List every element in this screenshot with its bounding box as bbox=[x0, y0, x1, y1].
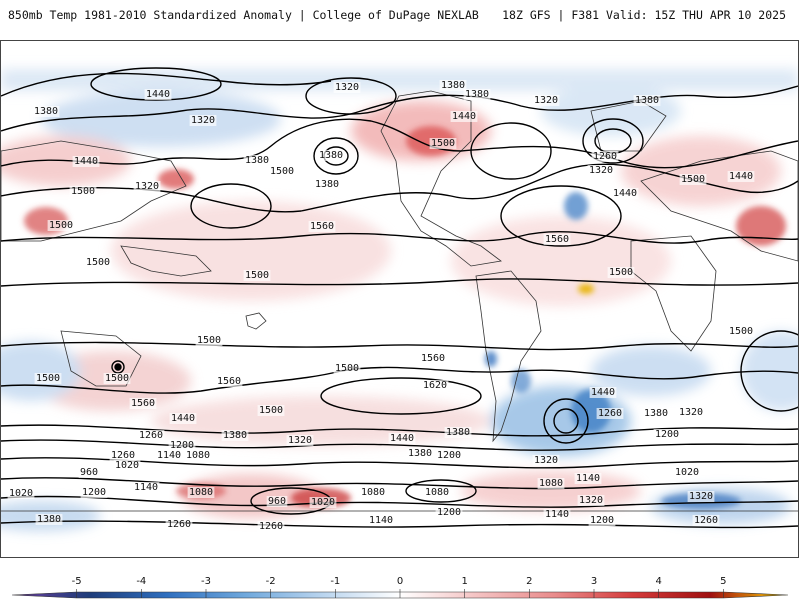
contour-label: 1500 bbox=[71, 186, 95, 197]
contour-label: 1440 bbox=[74, 156, 98, 167]
contour-label: 1500 bbox=[86, 257, 110, 268]
contour-label: 1140 bbox=[545, 509, 569, 520]
contour-label: 1380 bbox=[635, 95, 659, 106]
contour-label: 1380 bbox=[223, 430, 247, 441]
contour-label: 1440 bbox=[591, 387, 615, 398]
contour-label: 1080 bbox=[539, 478, 563, 489]
contour-label: 1560 bbox=[217, 376, 241, 387]
contour-label: 1620 bbox=[423, 380, 447, 391]
contour-label: 1380 bbox=[319, 150, 343, 161]
map-title: 850mb Temp 1981-2010 Standardized Anomal… bbox=[8, 8, 479, 22]
contour-label: 1200 bbox=[437, 507, 461, 518]
contour-label: 1380 bbox=[34, 106, 58, 117]
contour-label: 1500 bbox=[270, 166, 294, 177]
contour-label: 1380 bbox=[441, 80, 465, 91]
contour-label: 1440 bbox=[390, 433, 414, 444]
colorbar-tick-label: -1 bbox=[330, 576, 340, 587]
contour-label: 1020 bbox=[9, 488, 33, 499]
contour-label: 1200 bbox=[437, 450, 461, 461]
contour-label: 1200 bbox=[82, 487, 106, 498]
colorbar-tick-label: 0 bbox=[397, 576, 403, 587]
contour-label: 1140 bbox=[576, 473, 600, 484]
contour-label: 1020 bbox=[675, 467, 699, 478]
contour-label: 1380 bbox=[644, 408, 668, 419]
contour-label: 1320 bbox=[534, 95, 558, 106]
colorbar-tick-label: -4 bbox=[136, 576, 146, 587]
contour-label: 1560 bbox=[310, 221, 334, 232]
contour-label: 960 bbox=[268, 496, 286, 507]
contour-label: 1560 bbox=[131, 398, 155, 409]
colorbar-tick-label: 3 bbox=[591, 576, 597, 587]
contour-label: 1320 bbox=[579, 495, 603, 506]
contour-label: 1260 bbox=[694, 515, 718, 526]
contour-label: 1140 bbox=[157, 450, 181, 461]
colorbar-tick-label: -5 bbox=[72, 576, 82, 587]
colorbar-tick-label: 2 bbox=[526, 576, 532, 587]
contour-label: 1500 bbox=[431, 138, 455, 149]
contour-label: 1560 bbox=[545, 234, 569, 245]
colorbar-tick-label: 1 bbox=[461, 576, 467, 587]
contour-label: 1500 bbox=[245, 270, 269, 281]
contour-label: 1320 bbox=[679, 407, 703, 418]
contour-label: 1500 bbox=[335, 363, 359, 374]
colorbar-tick-label: 4 bbox=[655, 576, 661, 587]
contour-label: 1320 bbox=[335, 82, 359, 93]
contour-label: 1380 bbox=[446, 427, 470, 438]
contour-label: 1440 bbox=[613, 188, 637, 199]
contour-label: 1440 bbox=[146, 89, 170, 100]
contour-label: 1320 bbox=[135, 181, 159, 192]
contour-label: 1380 bbox=[465, 89, 489, 100]
contour-label: 1380 bbox=[315, 179, 339, 190]
contour-label: 1200 bbox=[590, 515, 614, 526]
contour-label: 1320 bbox=[589, 165, 613, 176]
contour-label: 1380 bbox=[37, 514, 61, 525]
contour-label: 1320 bbox=[534, 455, 558, 466]
contour-label: 1020 bbox=[311, 497, 335, 508]
contour-label: 1260 bbox=[167, 519, 191, 530]
contour-label: 1260 bbox=[598, 408, 622, 419]
contour-label: 1140 bbox=[369, 515, 393, 526]
contour-label: 1500 bbox=[609, 267, 633, 278]
contour-label: 1080 bbox=[186, 450, 210, 461]
contour-label-layer: 1440132013801380132013801380144015001380… bbox=[7, 80, 755, 532]
colorbar-tick-label: -2 bbox=[266, 576, 276, 587]
contour-label: 1500 bbox=[681, 174, 705, 185]
contour-label: 1020 bbox=[115, 460, 139, 471]
contour-label: 1080 bbox=[361, 487, 385, 498]
contour-label: 1080 bbox=[425, 487, 449, 498]
anomaly-map: 1440 1320 1380 1380 1320 1380 1380 1440 1500 1380… bbox=[0, 40, 799, 558]
contour-label: 1140 bbox=[134, 482, 158, 493]
contour-label: 1320 bbox=[689, 491, 713, 502]
contour-label: 1200 bbox=[655, 429, 679, 440]
contour-label: 1080 bbox=[189, 487, 213, 498]
contour-label: 1380 bbox=[245, 155, 269, 166]
height-contours bbox=[1, 67, 798, 529]
contour-label: 1500 bbox=[49, 220, 73, 231]
contour-label: 1320 bbox=[191, 115, 215, 126]
contour-label: 1380 bbox=[408, 448, 432, 459]
contour-label: 1260 bbox=[259, 521, 283, 532]
contour-label: 1440 bbox=[452, 111, 476, 122]
contour-label: 1320 bbox=[288, 435, 312, 446]
contour-label: 960 bbox=[80, 467, 98, 478]
contour-label: 1440 bbox=[729, 171, 753, 182]
contour-label: 1440 bbox=[171, 413, 195, 424]
contour-label: 1500 bbox=[36, 373, 60, 384]
contour-label: 1260 bbox=[111, 450, 135, 461]
contour-label: 1500 bbox=[197, 335, 221, 346]
contour-label: 1260 bbox=[139, 430, 163, 441]
contour-label: 1560 bbox=[421, 353, 445, 364]
model-run-info: 18Z GFS | F381 Valid: 15Z THU APR 10 202… bbox=[502, 8, 786, 22]
contour-label: 1500 bbox=[259, 405, 283, 416]
contour-label: 1200 bbox=[170, 440, 194, 451]
colorbar-tick-label: -3 bbox=[201, 576, 211, 587]
contour-label: 1260 bbox=[593, 151, 617, 162]
contour-label: 1500 bbox=[105, 373, 129, 384]
colorbar-tick-label: 5 bbox=[720, 576, 726, 587]
anomaly-colorbar: -5 -4 -3 -2 -1 0 1 2 3 4 5 bbox=[0, 570, 800, 600]
contour-label: 1500 bbox=[729, 326, 753, 337]
map-header: 850mb Temp 1981-2010 Standardized Anomal… bbox=[0, 0, 800, 30]
